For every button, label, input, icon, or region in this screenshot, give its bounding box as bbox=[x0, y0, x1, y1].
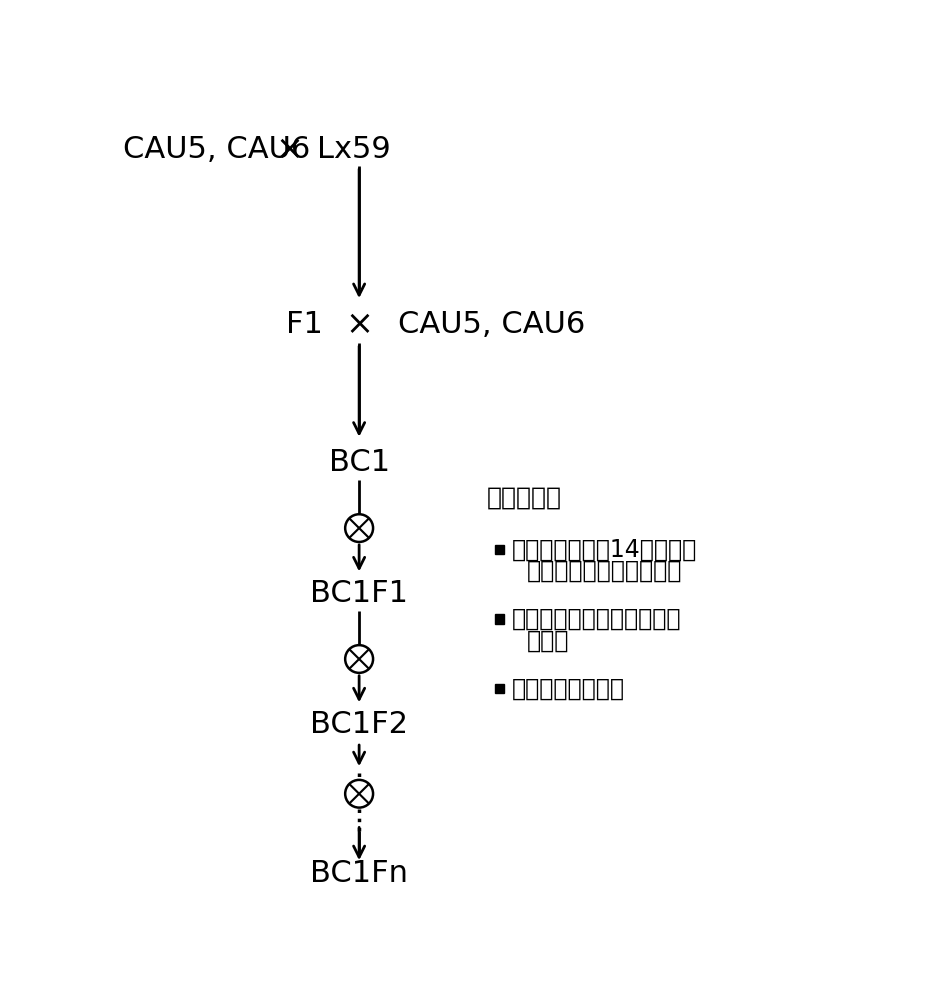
Text: CAU5, CAU6: CAU5, CAU6 bbox=[398, 310, 585, 339]
Bar bbox=[495, 614, 504, 624]
Bar bbox=[495, 684, 504, 693]
Text: ×: × bbox=[345, 308, 373, 341]
Text: 利用分子标记检测单倍体证: 利用分子标记检测单倍体证 bbox=[512, 607, 681, 631]
Bar bbox=[495, 545, 504, 554]
Text: 逐代检测：: 逐代检测： bbox=[487, 485, 562, 509]
Text: BC1F1: BC1F1 bbox=[310, 579, 408, 608]
Text: ×: × bbox=[276, 133, 303, 166]
Text: 达情况检测表达载体有无: 达情况检测表达载体有无 bbox=[527, 559, 683, 583]
Text: F1: F1 bbox=[286, 310, 323, 339]
Text: CAU5, CAU6: CAU5, CAU6 bbox=[123, 135, 310, 164]
Text: 根据粒粒授粉吀14天色素表: 根据粒粒授粉吀14天色素表 bbox=[512, 538, 697, 562]
Text: BC1F2: BC1F2 bbox=[310, 710, 408, 739]
Text: 单倍体证导率检测: 单倍体证导率检测 bbox=[512, 676, 625, 700]
Text: 导基因: 导基因 bbox=[527, 629, 570, 653]
Text: Lx59: Lx59 bbox=[317, 135, 390, 164]
Text: BC1Fn: BC1Fn bbox=[310, 859, 408, 888]
Text: BC1: BC1 bbox=[328, 448, 390, 477]
